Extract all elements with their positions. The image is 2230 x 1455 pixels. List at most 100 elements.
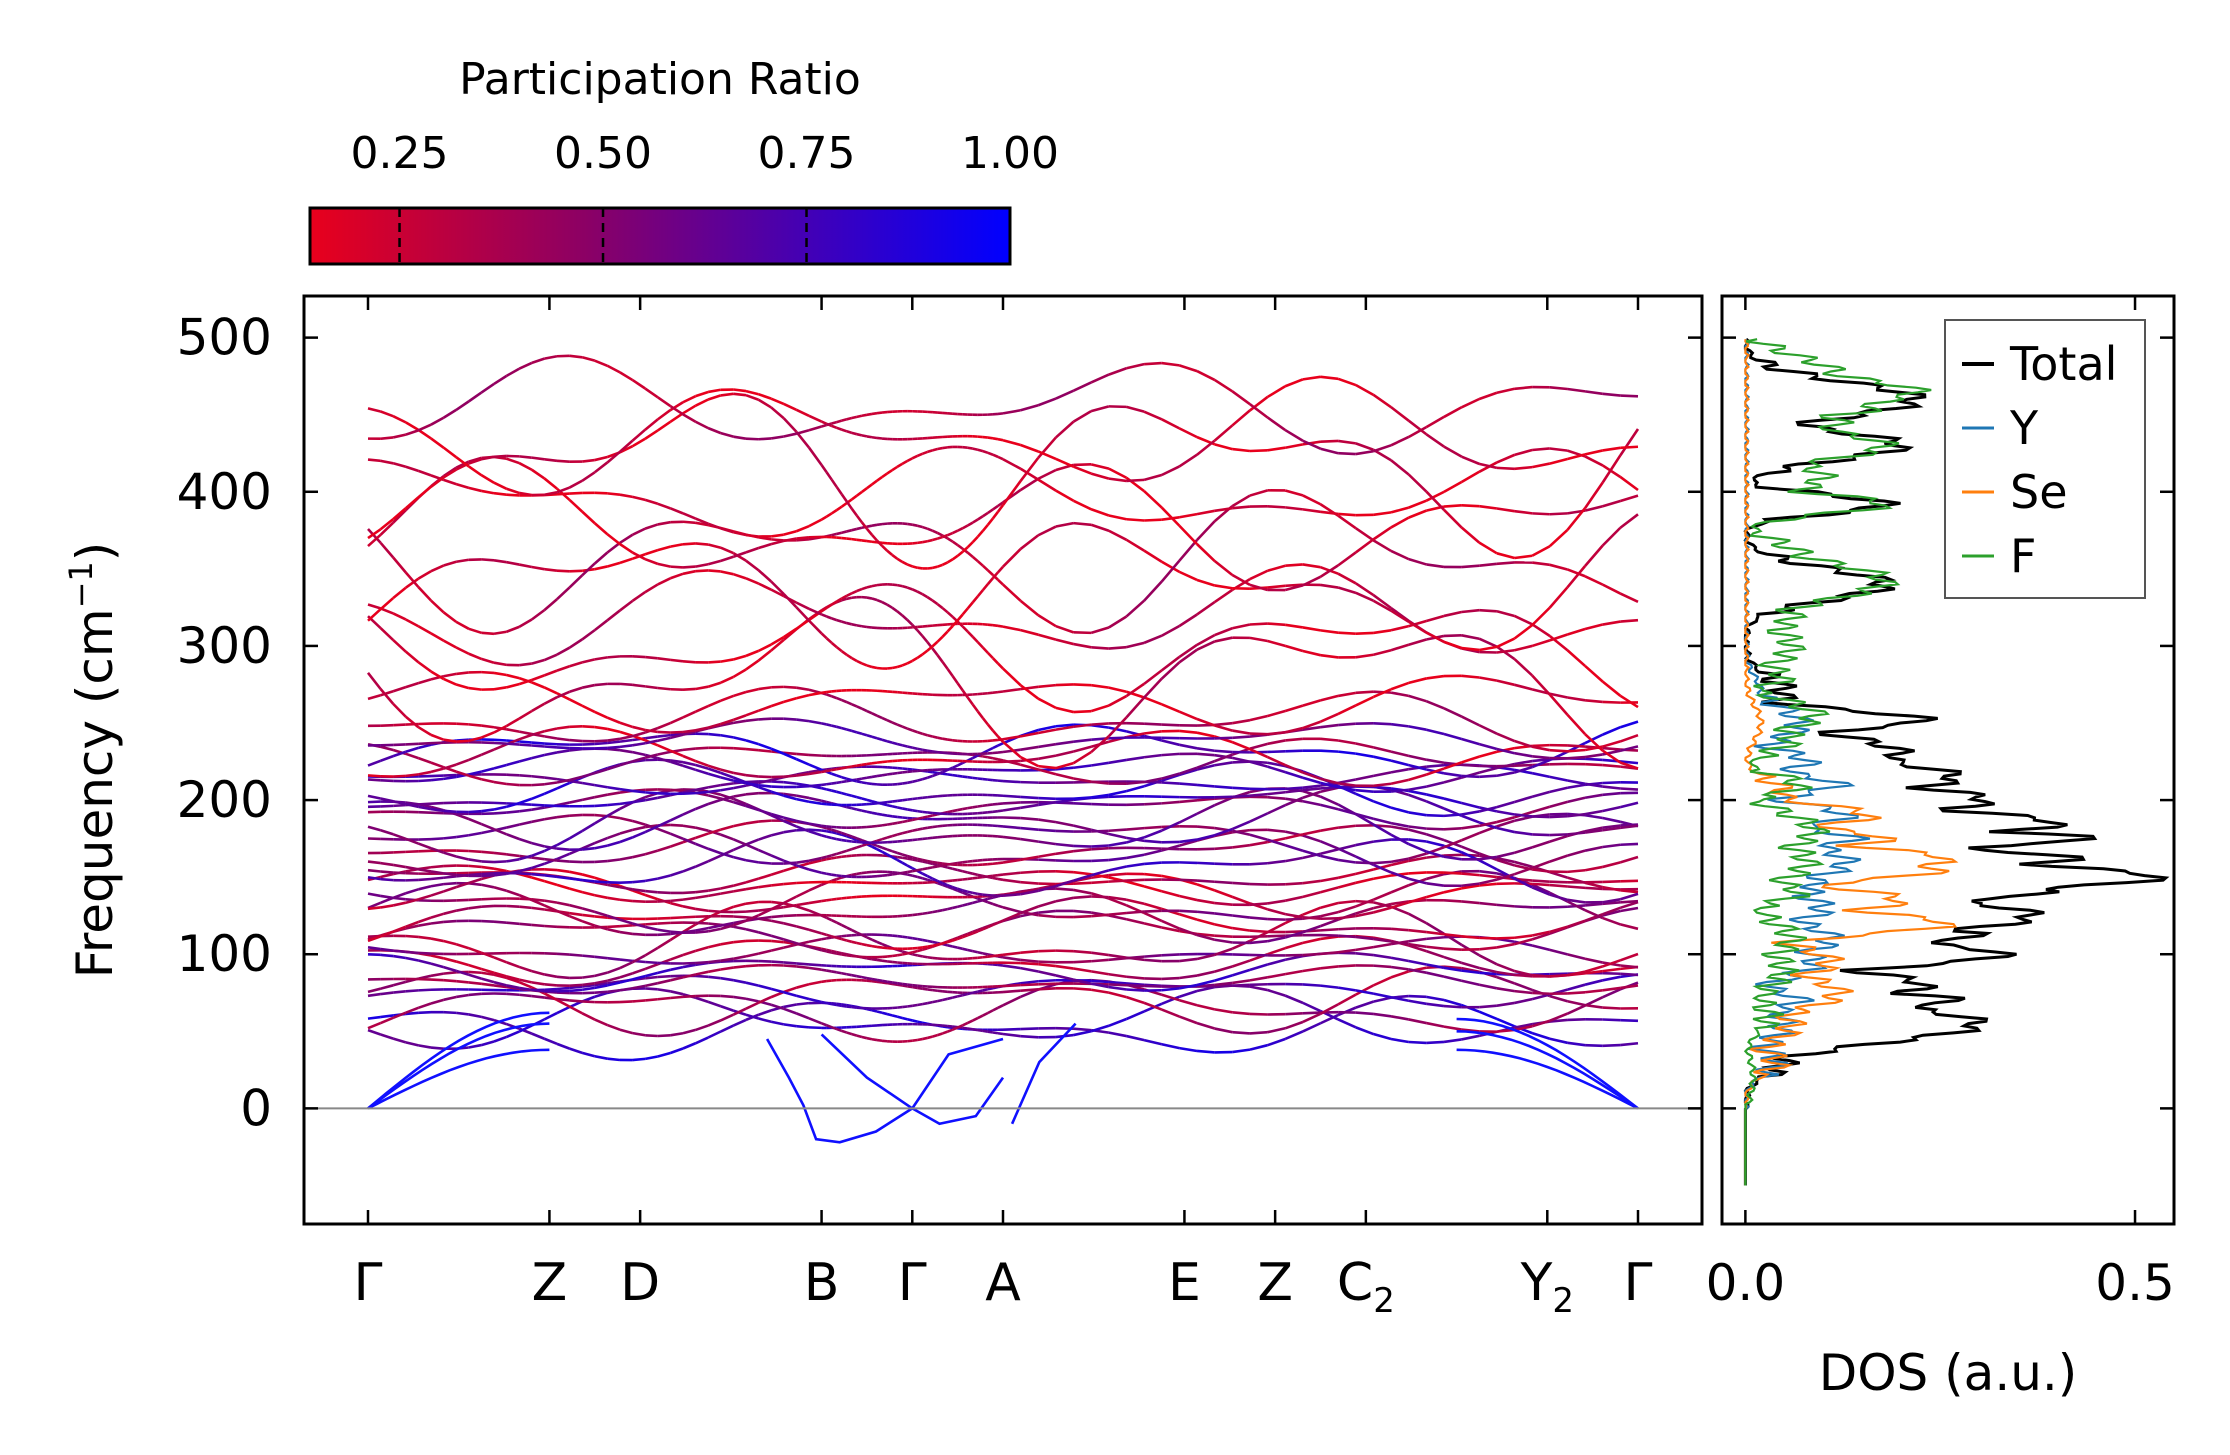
band-segment xyxy=(1443,887,1462,894)
band-segment xyxy=(531,753,545,760)
band-segment xyxy=(392,462,407,469)
band-segment xyxy=(1408,999,1427,1006)
band-segment xyxy=(367,860,381,865)
band-segment xyxy=(443,775,457,781)
band-segment xyxy=(921,872,928,878)
band-segment xyxy=(1073,978,1092,985)
frequency-axis-label: Frequency (cm−1) xyxy=(62,542,124,979)
band-segment xyxy=(1178,524,1198,546)
band-segment xyxy=(851,973,858,978)
band-segment xyxy=(987,623,994,627)
band-segment xyxy=(836,426,843,431)
band-segment xyxy=(783,685,797,689)
band-segment xyxy=(1602,906,1621,916)
band-segment xyxy=(891,821,898,826)
band-segment xyxy=(1037,970,1057,977)
band-segment xyxy=(367,608,382,622)
band-segment xyxy=(745,877,759,884)
band-segment xyxy=(922,810,928,814)
band-segment xyxy=(380,754,394,762)
band-segment xyxy=(911,874,918,879)
band-segment xyxy=(1373,902,1392,910)
band-segment xyxy=(932,860,938,865)
band-segment xyxy=(493,980,507,987)
band-segment xyxy=(861,662,868,667)
band-segment xyxy=(531,658,545,665)
band-segment xyxy=(708,909,721,914)
band-segment xyxy=(745,981,759,987)
band-segment xyxy=(1214,724,1233,732)
band-segment xyxy=(531,681,545,689)
band-segment xyxy=(1373,444,1392,453)
band-segment xyxy=(917,827,923,831)
band-segment xyxy=(607,988,621,994)
band-segment xyxy=(632,789,646,794)
band-segment xyxy=(771,882,784,887)
band-segment xyxy=(1002,801,1021,805)
band-segment xyxy=(1372,393,1392,409)
band-segment xyxy=(982,449,989,455)
band-segment xyxy=(927,939,933,944)
band-segment xyxy=(632,825,646,832)
band-segment xyxy=(891,954,898,958)
band-segment xyxy=(1214,761,1233,767)
band-segment xyxy=(569,775,583,782)
band-segment xyxy=(1249,1012,1268,1016)
band-segment xyxy=(967,775,973,780)
band-segment xyxy=(393,896,406,901)
band-segment xyxy=(901,870,908,875)
band-segment xyxy=(856,659,863,665)
band-segment xyxy=(733,435,747,440)
band-segment xyxy=(594,910,608,918)
band-segment xyxy=(518,491,532,497)
band-segment xyxy=(851,835,858,840)
band-segment xyxy=(632,1031,646,1037)
band-segment xyxy=(518,709,533,720)
y-tick-label: 500 xyxy=(177,309,272,367)
band-segment xyxy=(831,767,837,772)
band-segment xyxy=(657,396,672,408)
band-segment xyxy=(1426,1040,1445,1045)
band-segment xyxy=(1461,900,1480,905)
band-segment xyxy=(442,446,457,459)
band-segment xyxy=(783,1003,797,1009)
band-segment xyxy=(1267,804,1286,815)
y-tick-label: 100 xyxy=(177,925,272,983)
band-segment xyxy=(1214,912,1233,917)
band-segment xyxy=(876,1010,883,1015)
band-segment xyxy=(506,833,520,841)
kpoint-label: E xyxy=(1168,1253,1201,1313)
band-segment xyxy=(871,435,878,440)
band-segment xyxy=(896,953,903,957)
band-segment xyxy=(1320,984,1339,989)
band-segment xyxy=(1267,731,1286,736)
band-segment xyxy=(1584,623,1604,631)
band-segment xyxy=(418,805,432,811)
band-segment xyxy=(430,837,444,841)
band-segment xyxy=(831,877,838,883)
band-segment xyxy=(1426,793,1445,800)
band-segment xyxy=(367,953,381,957)
band-segment xyxy=(1531,860,1551,870)
band-segment xyxy=(1566,900,1586,912)
band-segment xyxy=(825,603,833,609)
band-segment xyxy=(1090,1024,1110,1033)
band-segment xyxy=(992,744,999,750)
band-segment xyxy=(836,774,843,779)
band-segment xyxy=(1513,624,1533,640)
band-segment xyxy=(380,877,394,882)
band-segment xyxy=(569,988,583,993)
band-segment xyxy=(1126,853,1145,860)
band-segment xyxy=(455,482,470,490)
band-segment xyxy=(896,855,903,860)
band-segment xyxy=(1513,658,1534,677)
band-segment xyxy=(1460,526,1481,544)
band-segment xyxy=(1549,692,1568,699)
band-segment xyxy=(1478,966,1498,974)
band-segment xyxy=(1196,633,1216,646)
band-segment xyxy=(1549,1018,1568,1023)
band-segment xyxy=(392,639,407,653)
band-segment xyxy=(1055,683,1074,687)
band-segment xyxy=(851,1032,858,1037)
band-segment xyxy=(808,868,822,874)
